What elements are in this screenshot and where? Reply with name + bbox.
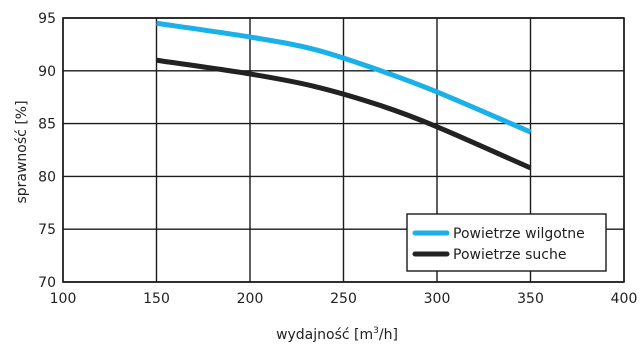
x-axis-title-sup: 3: [373, 326, 379, 336]
x-tick-label: 150: [143, 291, 170, 307]
x-tick-label: 200: [237, 291, 264, 307]
x-tick-label: 400: [611, 291, 638, 307]
x-axis-title-prefix: wydajność [m: [276, 327, 373, 343]
plot-frame: [62, 17, 625, 283]
grid: [62, 17, 625, 283]
series-lines: [156, 20, 532, 171]
x-tick-label: 100: [50, 291, 77, 307]
y-tick-label: 70: [38, 275, 56, 291]
x-tick-label: 300: [424, 291, 451, 307]
y-tick-label: 95: [38, 11, 56, 27]
series-line-powietrze-suche: [156, 57, 532, 171]
y-tick-label: 90: [38, 64, 56, 80]
legend-label-powietrze-wilgotne: Powietrze wilgotne: [453, 226, 585, 242]
x-tick-label: 250: [330, 291, 357, 307]
y-axis-title: sprawność [%]: [14, 100, 30, 203]
x-axis-title: wydajność [m3/h]: [276, 326, 398, 343]
legend-label-powietrze-suche: Powietrze suche: [453, 247, 566, 263]
y-tick-label: 75: [38, 222, 56, 238]
legend: Powietrze wilgotne Powietrze suche: [406, 213, 607, 272]
series-line-powietrze-wilgotne: [156, 20, 532, 135]
tick-labels: 100 150 200 250 300 350 400 70 75 80 85 90 95: [38, 11, 637, 307]
y-tick-label: 80: [38, 169, 56, 185]
legend-box: [406, 213, 607, 272]
y-tick-label: 85: [38, 117, 56, 133]
x-axis-title-suffix: /h]: [379, 327, 398, 343]
x-tick-label: 350: [517, 291, 544, 307]
